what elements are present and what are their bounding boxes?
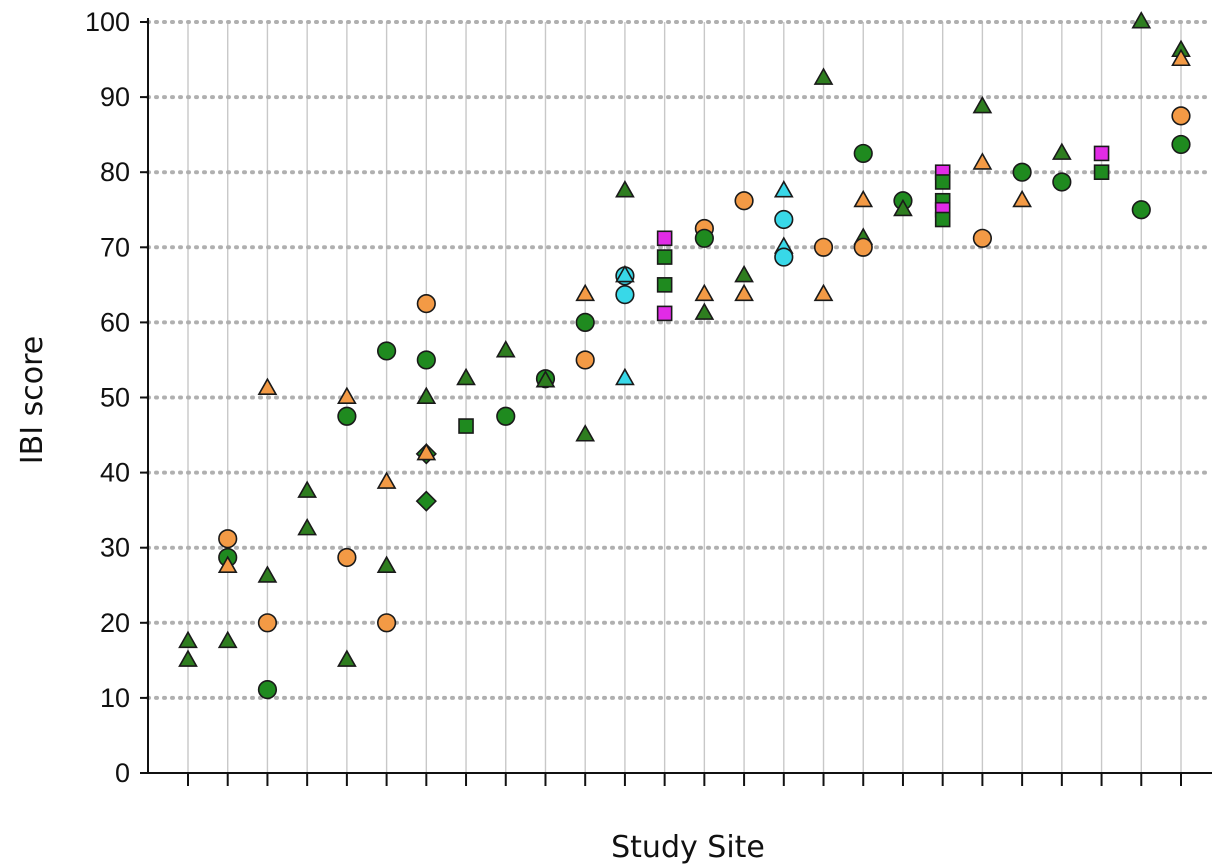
data-point-circle xyxy=(257,680,278,700)
data-point-circle xyxy=(734,191,754,211)
data-point-circle xyxy=(575,312,595,333)
data-points xyxy=(178,11,1191,700)
data-point-circle xyxy=(853,237,873,257)
y-tick-label: 30 xyxy=(100,533,130,563)
data-point-triangle xyxy=(813,283,834,302)
data-point-square xyxy=(656,305,673,322)
data-point-triangle xyxy=(416,442,437,461)
y-tick-label: 40 xyxy=(100,458,130,488)
data-point-triangle xyxy=(972,95,993,114)
y-axis-title: IBI score xyxy=(15,336,50,464)
data-point-square xyxy=(1093,164,1110,180)
data-point-triangle xyxy=(297,518,318,536)
data-point-circle xyxy=(774,209,794,230)
data-point-triangle xyxy=(257,377,278,395)
data-point-triangle xyxy=(694,283,715,302)
data-point-triangle xyxy=(813,67,834,85)
data-point-circle xyxy=(377,341,397,361)
data-point-triangle xyxy=(694,302,715,320)
data-point-triangle xyxy=(178,649,198,667)
data-point-triangle xyxy=(217,630,238,649)
data-point-circle xyxy=(337,406,357,426)
data-point-triangle xyxy=(297,480,318,498)
data-point-square xyxy=(458,418,474,434)
data-point-circle xyxy=(575,350,595,370)
data-point-triangle xyxy=(257,565,278,583)
data-point-circle xyxy=(377,613,397,633)
data-point-circle xyxy=(615,285,635,305)
y-tick-label: 10 xyxy=(100,683,130,713)
data-point-triangle xyxy=(337,649,357,667)
data-point-square xyxy=(656,230,673,247)
data-point-triangle xyxy=(1012,189,1032,208)
data-point-triangle xyxy=(495,340,516,358)
data-point-circle xyxy=(774,247,794,267)
data-point-triangle xyxy=(337,386,357,405)
data-point-triangle xyxy=(535,370,556,388)
data-point-circle xyxy=(257,613,278,633)
data-point-triangle xyxy=(734,264,754,283)
data-point-triangle xyxy=(853,189,874,208)
data-point-triangle xyxy=(893,198,913,217)
data-point-triangle xyxy=(1171,48,1191,67)
data-point-triangle xyxy=(376,555,397,573)
y-tick-label: 0 xyxy=(115,758,130,788)
data-point-circle xyxy=(1131,200,1151,220)
data-point-triangle xyxy=(456,367,476,386)
tick-labels: 0 10 20 30 40 50 60 70 80 90 100 xyxy=(85,7,130,788)
data-point-triangle xyxy=(575,424,596,442)
data-point-triangle xyxy=(773,180,794,198)
data-point-square xyxy=(934,174,951,190)
y-tick-label: 20 xyxy=(100,608,130,638)
data-point-circle xyxy=(1052,172,1072,192)
data-point-triangle xyxy=(734,283,754,302)
data-point-triangle xyxy=(575,283,596,302)
y-tick-label: 80 xyxy=(100,157,130,187)
data-point-triangle xyxy=(416,386,437,405)
data-point-square xyxy=(934,211,951,228)
y-tick-label: 100 xyxy=(85,7,130,37)
data-point-circle xyxy=(813,237,834,257)
data-point-circle xyxy=(496,406,516,426)
data-point-triangle xyxy=(217,555,238,573)
data-point-triangle xyxy=(178,630,198,649)
data-point-triangle xyxy=(615,180,635,198)
data-point-circle xyxy=(694,228,714,248)
y-tick-label: 70 xyxy=(100,232,130,262)
data-point-triangle xyxy=(615,367,635,386)
data-point-triangle xyxy=(1131,11,1152,29)
axes xyxy=(140,18,1212,786)
data-point-circle xyxy=(218,529,238,549)
data-point-circle xyxy=(416,294,436,314)
data-point-square xyxy=(656,277,673,293)
data-point-circle xyxy=(1171,106,1191,126)
data-point-circle xyxy=(972,228,993,248)
y-tick-label: 60 xyxy=(100,307,130,337)
data-point-circle xyxy=(416,350,436,370)
data-point-circle xyxy=(1012,162,1032,182)
data-point-square xyxy=(656,249,673,265)
data-point-triangle xyxy=(615,264,635,283)
data-point-circle xyxy=(337,547,357,568)
data-point-circle xyxy=(1171,134,1191,155)
data-point-triangle xyxy=(1051,142,1072,160)
data-point-triangle xyxy=(376,471,397,489)
x-axis-title: Study Site xyxy=(611,830,765,865)
data-point-square xyxy=(1093,145,1110,162)
data-point-diamond xyxy=(415,490,437,512)
horizontal-gridlines xyxy=(146,20,1214,700)
y-tick-label: 50 xyxy=(100,383,130,413)
data-point-circle xyxy=(853,143,873,164)
y-tick-label: 90 xyxy=(100,82,130,112)
data-point-triangle xyxy=(972,152,993,170)
